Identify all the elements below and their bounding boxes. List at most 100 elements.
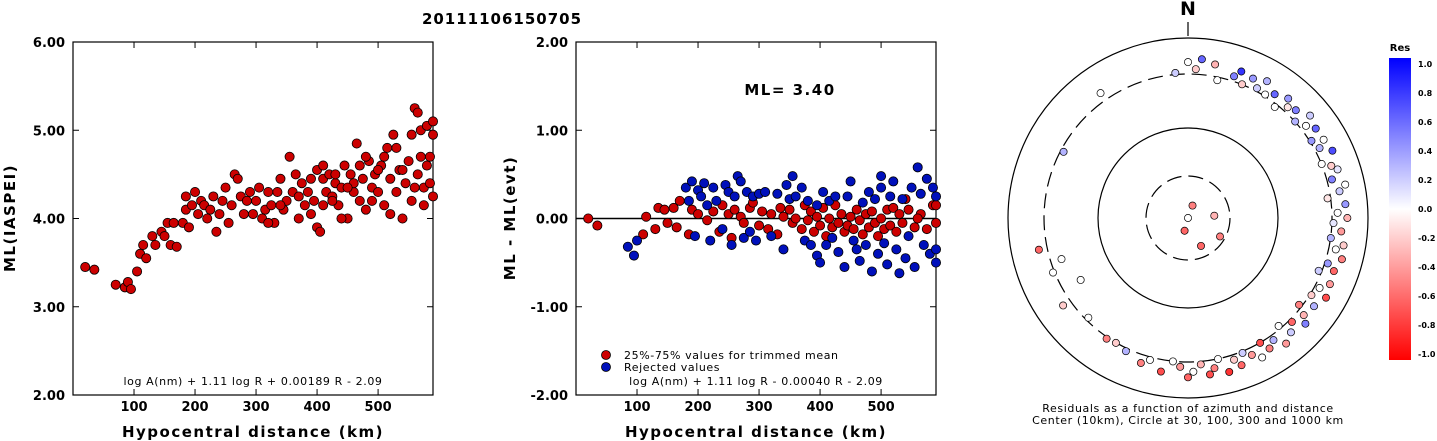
- data-point: [424, 151, 435, 162]
- trimmed-point: [650, 224, 661, 235]
- data-point: [302, 187, 313, 198]
- rejected-point: [686, 176, 697, 187]
- station-point: [1176, 362, 1185, 371]
- station-point: [1230, 72, 1238, 81]
- rejected-point: [888, 176, 899, 187]
- data-point: [223, 217, 234, 228]
- data-point: [382, 142, 393, 153]
- station-point: [1302, 121, 1310, 130]
- station-point: [1184, 214, 1192, 222]
- data-point: [309, 195, 320, 206]
- rejected-point: [751, 235, 762, 246]
- legend-marker-rejected: [601, 362, 611, 372]
- data-point: [415, 151, 426, 162]
- trimmed-point: [885, 220, 896, 231]
- axis-ticks: 2.00 3.00 4.00 5.00 6.00 100 200 300 400 500: [33, 36, 433, 415]
- data-point: [357, 173, 368, 184]
- station-point: [1049, 268, 1057, 277]
- station-point: [1156, 367, 1165, 376]
- data-point: [403, 156, 414, 167]
- trimmed-point: [668, 202, 679, 213]
- trimmed-point: [708, 206, 719, 217]
- rejected-point: [897, 194, 908, 205]
- panel-residual-vs-distance: -2.00 -1.00 0.00 1.00 2.00 100 200 300 400 500 ML…: [501, 36, 942, 441]
- station-point: [1287, 317, 1296, 326]
- data-point: [284, 151, 295, 162]
- station-point: [1326, 234, 1335, 243]
- y-tick-label: 2.00: [536, 36, 568, 51]
- y-tick-label: 6.00: [33, 36, 65, 51]
- legend-label-rejected: Rejected values: [624, 361, 720, 374]
- station-point: [1189, 367, 1198, 376]
- rejected-point: [921, 173, 932, 184]
- data-point: [427, 116, 438, 127]
- data-point: [168, 217, 179, 228]
- x-tick-label: 400: [303, 400, 330, 415]
- trimmed-point: [693, 209, 704, 220]
- data-point: [193, 209, 204, 220]
- trimmed-point: [729, 204, 740, 215]
- formula-text: log A(nm) + 1.11 log R - 0.00040 R - 2.0…: [629, 375, 883, 388]
- station-point: [1059, 147, 1068, 156]
- station-point: [1263, 77, 1271, 86]
- station-point: [1096, 89, 1105, 98]
- legend-marker-trimmed: [601, 350, 611, 360]
- data-point: [244, 187, 255, 198]
- station-point: [1057, 255, 1066, 264]
- trimmed-point: [659, 204, 670, 215]
- station-point: [1214, 355, 1222, 363]
- colorbar-tick-label: -0.8: [1418, 321, 1436, 330]
- x-tick-label: 100: [623, 400, 650, 415]
- station-point: [1335, 187, 1344, 196]
- data-point: [266, 200, 277, 211]
- data-point: [183, 222, 194, 233]
- data-point: [424, 178, 435, 189]
- data-point: [202, 213, 213, 224]
- station-point: [1191, 65, 1200, 74]
- data-point: [110, 279, 121, 290]
- rejected-point: [827, 232, 838, 243]
- rejected-point: [802, 195, 813, 206]
- caption-line-2: Center (10km), Circle at 30, 100, 300 an…: [1032, 414, 1344, 427]
- y-tick-label: 3.00: [33, 301, 65, 316]
- rejected-point: [744, 226, 755, 237]
- rejected-point: [866, 266, 877, 277]
- data-point: [427, 191, 438, 202]
- data-point: [391, 187, 402, 198]
- station-point: [1333, 208, 1342, 217]
- trimmed-point: [815, 220, 826, 231]
- station-point: [1341, 200, 1350, 209]
- station-point: [1307, 291, 1316, 300]
- rejected-point: [903, 231, 914, 242]
- data-point: [275, 200, 286, 211]
- station-point: [1210, 211, 1219, 220]
- data-point: [180, 191, 191, 202]
- station-point: [1238, 80, 1246, 89]
- y-tick-label: -1.00: [531, 301, 568, 316]
- axis-ticks: -2.00 -1.00 0.00 1.00 2.00 100 200 300 400 500: [531, 36, 936, 415]
- station-point: [1249, 74, 1257, 83]
- colorbar-tick-label: 0.4: [1418, 147, 1433, 156]
- station-point: [1322, 293, 1330, 302]
- data-point: [412, 169, 423, 180]
- rejected-point: [839, 262, 850, 273]
- rejected-point: [885, 191, 896, 202]
- data-point: [305, 173, 316, 184]
- trimmed-point: [778, 211, 789, 222]
- station-point: [1337, 227, 1346, 236]
- station-point: [1323, 194, 1332, 203]
- station-point: [1327, 175, 1336, 184]
- rejected-point: [805, 239, 816, 250]
- station-point: [1258, 353, 1267, 362]
- rejected-point: [833, 247, 844, 258]
- rejected-point: [699, 178, 710, 189]
- rejected-point: [869, 194, 880, 205]
- y-axis-label: ML - ML(evt): [501, 156, 519, 280]
- colorbar-tick-label: -1.0: [1418, 350, 1436, 359]
- x-tick-label: 500: [868, 400, 895, 415]
- y-tick-label: 4.00: [33, 213, 65, 228]
- rejected-point: [815, 257, 826, 268]
- data-point: [238, 209, 249, 220]
- data-points: [80, 103, 438, 295]
